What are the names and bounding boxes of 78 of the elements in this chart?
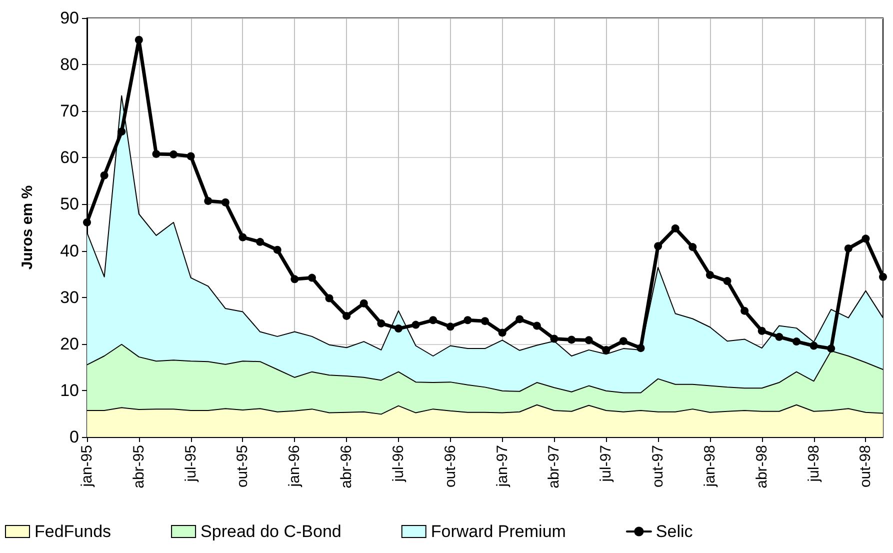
point <box>256 238 264 246</box>
point <box>827 344 836 353</box>
point <box>377 319 386 328</box>
x-tick-label: jul-96 <box>390 445 407 483</box>
point <box>775 332 784 341</box>
point <box>481 317 489 326</box>
point <box>584 336 593 344</box>
point <box>879 272 887 281</box>
point <box>100 171 108 180</box>
x-tick-label: out-97 <box>650 445 667 488</box>
x-tick-label: out-96 <box>442 445 459 488</box>
point <box>273 246 282 254</box>
point <box>619 337 628 346</box>
point <box>464 316 472 324</box>
y-axis-title: Juros em % <box>19 185 36 270</box>
point <box>412 320 420 329</box>
x-tick-label: jan-95 <box>78 445 96 488</box>
point <box>446 322 454 331</box>
y-tick-label: 40 <box>60 241 79 260</box>
x-tick-label: out-98 <box>857 445 874 488</box>
point <box>238 233 247 242</box>
y-tick-label: 0 <box>70 428 79 446</box>
point <box>290 275 299 284</box>
y-tick-label: 30 <box>60 288 79 307</box>
y-tick-label: 80 <box>60 55 79 74</box>
point <box>636 344 645 352</box>
point <box>602 346 610 354</box>
point <box>118 128 126 136</box>
x-tick-label: jul-98 <box>805 445 822 483</box>
x-tick-label: abr-95 <box>130 445 148 488</box>
point <box>740 306 749 315</box>
y-tick-label: 60 <box>60 148 79 168</box>
point <box>429 316 438 324</box>
legend-label: Spread do C-Bond <box>200 522 342 541</box>
point <box>862 234 870 243</box>
point <box>204 196 212 205</box>
point <box>532 322 541 330</box>
x-tick-label: jul-97 <box>598 445 615 483</box>
point <box>723 277 732 286</box>
point <box>758 326 766 335</box>
x-tick-label: jan-97 <box>494 445 511 488</box>
point <box>186 152 195 160</box>
x-tick-label: jan-96 <box>286 445 304 488</box>
point <box>844 244 852 252</box>
legend-label: Forward Premium <box>430 522 566 541</box>
point <box>134 36 143 44</box>
legend-label: Selic <box>656 522 694 541</box>
point <box>170 150 178 158</box>
point <box>325 294 334 302</box>
point <box>498 328 506 337</box>
x-tick-label: out-95 <box>234 445 252 488</box>
x-tick-label: abr-96 <box>338 445 356 488</box>
point <box>308 274 316 282</box>
point <box>221 198 230 206</box>
point <box>360 299 368 308</box>
point <box>152 150 160 158</box>
point <box>706 270 714 279</box>
legend-label: FedFunds <box>34 522 112 541</box>
point <box>516 315 524 324</box>
y-tick-label: 50 <box>60 194 79 214</box>
y-tick-label: 10 <box>60 380 79 400</box>
point <box>810 342 818 350</box>
point <box>654 242 662 250</box>
x-tick-label: abr-97 <box>546 445 563 488</box>
point <box>550 334 558 343</box>
x-tick-label: abr-98 <box>753 445 770 488</box>
x-tick-label: jul-95 <box>182 445 200 483</box>
point <box>394 324 402 333</box>
point <box>342 312 351 320</box>
y-tick-label: 70 <box>60 102 79 121</box>
y-tick-label: 90 <box>60 8 79 28</box>
point <box>83 218 91 226</box>
point <box>671 224 680 232</box>
point <box>688 243 697 252</box>
point <box>568 336 576 344</box>
y-tick-label: 20 <box>60 334 79 354</box>
x-tick-label: jan-98 <box>701 445 718 488</box>
point <box>792 338 800 346</box>
